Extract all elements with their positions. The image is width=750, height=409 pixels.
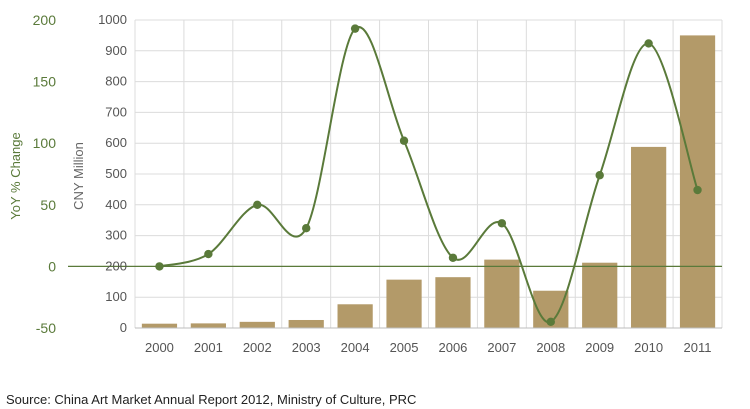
bar	[288, 319, 324, 328]
y-left-tick-label: 1000	[98, 12, 127, 27]
bar	[484, 259, 520, 328]
y-left-tick-label: 400	[105, 197, 127, 212]
y-left-tick-label: 200	[105, 258, 127, 273]
x-tick-label: 2002	[243, 340, 272, 355]
x-tick-label: 2001	[194, 340, 223, 355]
x-tick-label: 2000	[145, 340, 174, 355]
bar	[141, 323, 178, 328]
line-series	[155, 24, 702, 327]
y-axis-left-title: CNY Million	[71, 142, 86, 210]
x-tick-label: 2006	[438, 340, 467, 355]
y-axis-right-title: YoY % Change	[8, 132, 23, 219]
y-right-tick-label: 150	[33, 74, 57, 90]
bar	[582, 262, 618, 328]
y-right-tick-label: -50	[36, 320, 56, 336]
bar	[239, 321, 275, 328]
yoy-point	[302, 224, 311, 233]
yoy-point	[399, 136, 409, 145]
x-tick-label: 2004	[341, 340, 370, 355]
yoy-point	[595, 171, 604, 180]
x-tick-label: 2005	[390, 340, 419, 355]
y-left-tick-label: 0	[120, 320, 127, 335]
yoy-point	[350, 24, 360, 33]
x-tick-label: 2010	[634, 340, 663, 355]
y-left-tick-label: 700	[105, 104, 127, 119]
yoy-point	[497, 219, 507, 228]
grid	[134, 19, 723, 329]
x-tick-label: 2003	[292, 340, 321, 355]
x-tick-label: 2007	[487, 340, 516, 355]
yoy-point	[644, 39, 653, 48]
y-right-tick-label: 100	[33, 135, 57, 151]
bar	[631, 146, 667, 328]
bar	[337, 304, 373, 328]
bar	[435, 277, 471, 328]
bar	[679, 35, 716, 329]
y-right-tick-label: 200	[33, 12, 57, 28]
y-left-tick-label: 800	[105, 74, 127, 89]
y-left-tick-label: 500	[105, 166, 127, 181]
y-left-tick-label: 900	[105, 43, 127, 58]
x-tick-label: 2011	[684, 340, 712, 355]
y-left-tick-label: 300	[105, 228, 127, 243]
yoy-point	[448, 253, 458, 262]
y-left-tick-label: 600	[105, 135, 127, 150]
yoy-line	[159, 26, 699, 323]
y-left-tick-label: 100	[105, 289, 127, 304]
yoy-point	[204, 249, 213, 259]
x-tick-label: 2008	[536, 340, 565, 355]
yoy-point	[155, 262, 164, 271]
y-right-tick-label: 50	[40, 197, 56, 213]
bar	[190, 323, 226, 328]
y-right-tick-label: 0	[48, 258, 56, 274]
source-note: Source: China Art Market Annual Report 2…	[6, 392, 417, 407]
yoy-point	[253, 200, 262, 209]
yoy-point	[693, 185, 702, 195]
x-tick-label: 2009	[585, 340, 614, 355]
bar	[386, 279, 422, 328]
yoy-point	[546, 317, 555, 327]
